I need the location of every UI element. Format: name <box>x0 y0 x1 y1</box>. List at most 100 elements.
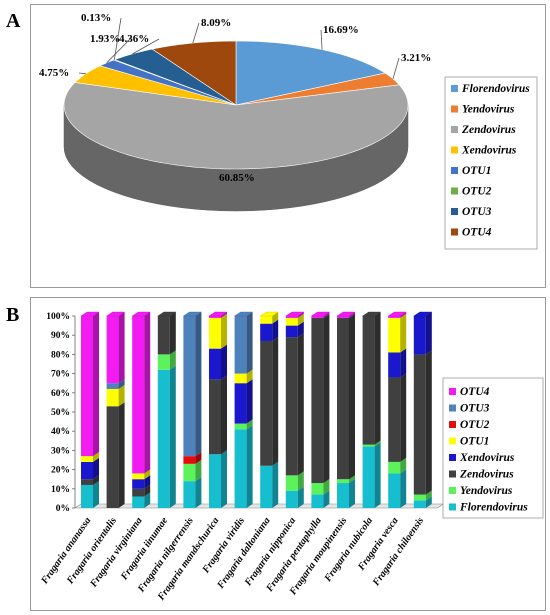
pie-legend-swatch-xendovirus <box>451 146 458 154</box>
bar-side <box>272 336 279 466</box>
bar-front <box>260 465 273 508</box>
bar-front <box>260 340 273 466</box>
bar-legend-swatch-florendovirus <box>449 503 456 511</box>
y-tick-label: 10% <box>51 485 70 495</box>
bar-front <box>81 456 93 462</box>
bar-front <box>234 429 247 508</box>
pie-legend-label-otu4: OTU4 <box>462 227 492 239</box>
bar-segment-florendovirus <box>157 365 176 508</box>
bar-segment-yendovirus <box>234 419 253 430</box>
bar-side <box>169 312 176 355</box>
y-tick-label: 60% <box>51 389 70 399</box>
bar-front <box>106 383 119 389</box>
bar-legend-label-otu4: OTU4 <box>460 386 490 398</box>
bar-top-cap <box>361 311 382 317</box>
bar-segment-yendovirus <box>157 350 176 370</box>
bar-front <box>285 490 298 508</box>
bar-segment-florendovirus <box>362 442 381 508</box>
bar-segment-otu1 <box>285 313 304 326</box>
bar-front <box>183 481 196 508</box>
bar-front <box>285 337 298 476</box>
bar-top-cap <box>157 311 177 317</box>
bar-side <box>272 461 279 508</box>
bar-front <box>337 483 349 508</box>
bar-side <box>93 312 99 457</box>
bar-side <box>221 313 227 349</box>
bar-segment-zendovirus <box>362 312 381 445</box>
bar-stack-10 <box>336 311 356 508</box>
pie-leader-line <box>106 38 131 64</box>
bar-side <box>349 475 355 484</box>
bar-side <box>400 457 407 474</box>
bar-segment-zendovirus <box>132 484 151 497</box>
pie-legend-swatch-otu3 <box>451 208 458 215</box>
bar-segment-otu3 <box>106 379 125 389</box>
bar-side <box>144 312 151 474</box>
pie-slice-zendovirus <box>63 82 409 170</box>
bar-side <box>118 312 125 384</box>
pie-slice-otu3 <box>113 48 237 106</box>
bar-stack-3 <box>157 311 177 508</box>
pie-legend-label-zendovirus: Zendovirus <box>461 124 516 136</box>
bar-segment-florendovirus <box>413 496 432 508</box>
pie-value-label-otu1: 1.93% <box>90 33 120 45</box>
bar-front <box>234 373 247 384</box>
pie-value-label-florendovirus: 16.69% <box>323 24 359 36</box>
bar-side <box>246 379 253 424</box>
bar-segment-otu3 <box>234 312 253 374</box>
bar-segment-florendovirus <box>337 479 355 508</box>
pie-leader-line <box>320 29 323 50</box>
bar-segment-florendovirus <box>209 450 227 508</box>
bar-stack-2 <box>131 311 151 508</box>
bar-floor <box>74 503 445 509</box>
bar-front <box>132 479 145 489</box>
bar-side <box>195 459 202 482</box>
bar-top-cap <box>336 311 356 317</box>
bar-segment-yendovirus <box>413 490 432 501</box>
pie-value-label-otu2: 0.13% <box>81 12 111 24</box>
bar-segment-otu4 <box>285 312 304 318</box>
bar-front <box>209 454 221 508</box>
bar-segment-florendovirus <box>81 480 99 508</box>
bar-side <box>246 419 253 430</box>
bar-top-cap <box>387 311 407 317</box>
bar-segment-zendovirus <box>81 475 99 485</box>
pie-leader-line <box>192 22 200 44</box>
bar-front <box>285 317 298 326</box>
bar-segment-xendovirus <box>285 321 304 338</box>
bar-side <box>297 312 304 318</box>
bar-legend-swatch-otu2 <box>449 421 456 428</box>
bar-stack-13 <box>413 311 433 508</box>
bar-legend-label-otu2: OTU2 <box>460 419 490 431</box>
pie-legend-label-otu2: OTU2 <box>462 186 492 198</box>
bar-segment-yendovirus <box>388 457 407 474</box>
bar-side <box>118 384 125 407</box>
pie-slices <box>63 40 409 170</box>
bar-legend-label-yendovirus: Yendovirus <box>460 485 513 497</box>
pie-legend-swatch-otu4 <box>451 228 458 236</box>
bar-front <box>362 444 375 447</box>
y-tick-label: 40% <box>51 427 70 437</box>
bar-segment-zendovirus <box>311 313 330 484</box>
bar-segment-otu1 <box>234 369 253 384</box>
bar-side <box>195 312 202 457</box>
bar-side <box>425 350 432 495</box>
bar-legend-label-florendovirus: Florendovirus <box>459 502 528 514</box>
bar-front <box>388 377 401 462</box>
bar-side <box>118 402 125 508</box>
bar-top-cap <box>208 311 228 317</box>
bar-front <box>183 463 196 482</box>
bar-side <box>425 490 432 501</box>
panel-label-b: B <box>6 304 20 326</box>
bar-stack-5 <box>208 311 228 508</box>
bar-front <box>285 475 298 491</box>
bar-side <box>400 348 407 378</box>
bar-segment-otu1 <box>81 452 99 462</box>
bar-front <box>337 316 349 318</box>
pie-legend-swatch-yendovirus <box>451 105 458 113</box>
bar-top-cap <box>285 311 305 317</box>
bar-side <box>144 469 151 480</box>
bar-top-cap <box>80 311 100 317</box>
bar-segment-xendovirus <box>209 344 227 380</box>
bar-front <box>337 479 349 484</box>
